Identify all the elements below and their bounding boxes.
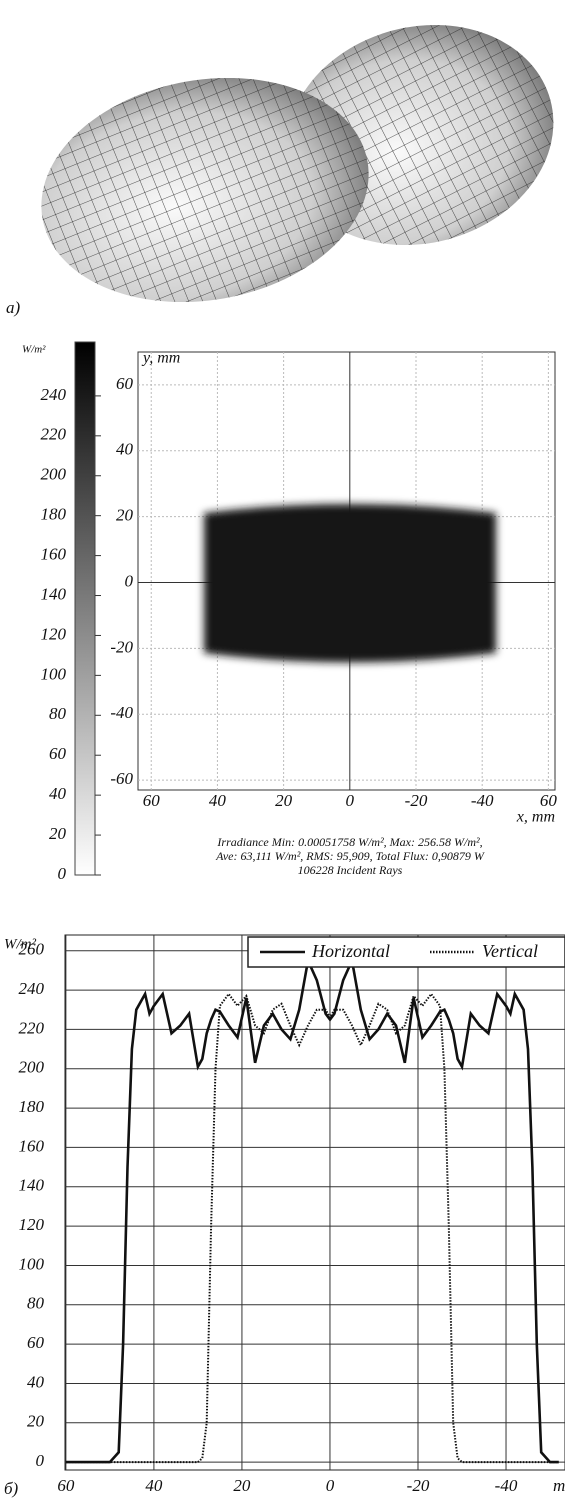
colorbar <box>74 341 96 876</box>
irradiance-spot <box>204 504 496 663</box>
colorbar-tick-label: 120 <box>41 624 67 643</box>
y-tick-label: 100 <box>19 1254 45 1273</box>
plot-frame <box>64 934 565 1471</box>
y-tick-label: 160 <box>19 1136 45 1155</box>
y-tick-label: 40 <box>116 440 134 459</box>
y-tick-label: -20 <box>110 637 133 656</box>
colorbar-tick-label: 200 <box>41 465 67 484</box>
y-axis-label: y, mm <box>141 350 180 367</box>
3d-shape <box>41 24 554 303</box>
y-tick-label: 20 <box>27 1412 45 1431</box>
y-tick-label: 80 <box>27 1294 45 1313</box>
colorbar-tick-label: 0 <box>58 864 67 883</box>
y-axis-label: W/m² <box>4 936 36 952</box>
colorbar-tick-label: 160 <box>41 545 67 564</box>
x-tick-label: -40 <box>471 791 494 810</box>
colorbar-tick-label: 140 <box>41 584 67 603</box>
colorbar-tick-label: 220 <box>41 425 67 444</box>
x-tick-label: 20 <box>233 1476 251 1495</box>
y-tick-label: 180 <box>19 1097 45 1116</box>
colorbar-tick-label: 100 <box>41 664 67 683</box>
colorbar-tick-label: 40 <box>49 784 67 803</box>
y-tick-label: 140 <box>19 1176 45 1195</box>
series-line <box>65 956 559 1464</box>
x-axis-label: x, mm <box>516 809 555 826</box>
panel-label: a) <box>6 298 21 317</box>
y-tick-label: 200 <box>19 1058 45 1077</box>
x-tick-label: 40 <box>209 791 227 810</box>
caption-line: 106228 Incident Rays <box>298 863 403 877</box>
x-tick-label: 0 <box>326 1476 335 1495</box>
x-tick-label: -20 <box>405 791 428 810</box>
x-tick-label: -40 <box>495 1476 518 1495</box>
x-tick-label: 60 <box>143 791 161 810</box>
y-tick-label: -60 <box>110 769 133 788</box>
caption-line: Ave: 63,111 W/m², RMS: 95,909, Total Flu… <box>215 849 485 863</box>
y-tick-label: 120 <box>19 1215 45 1234</box>
y-tick-label: 60 <box>27 1333 45 1352</box>
x-tick-label: 0 <box>346 791 355 810</box>
y-tick-label: 240 <box>19 979 45 998</box>
y-tick-label: 0 <box>125 571 134 590</box>
y-tick-label: 20 <box>116 506 134 525</box>
series-line <box>65 992 559 1464</box>
legend-label: Horizontal <box>311 941 390 961</box>
y-tick-label: 260 <box>19 940 45 959</box>
x-tick-label: -20 <box>407 1476 430 1495</box>
x-tick-label: 40 <box>145 1476 163 1495</box>
panel-label: б) <box>4 1479 19 1498</box>
colorbar-tick-label: 180 <box>41 505 67 524</box>
y-tick-label: -40 <box>110 703 133 722</box>
legend-label: Vertical <box>482 941 538 961</box>
colorbar-tick-label: 80 <box>49 704 67 723</box>
colorbar-label: W/m² <box>22 344 46 356</box>
colorbar-tick-label: 20 <box>49 824 67 843</box>
x-tick-label: 60 <box>57 1476 75 1495</box>
x-tick-label: 60 <box>540 791 558 810</box>
y-tick-label: 220 <box>19 1018 45 1037</box>
y-tick-label: 0 <box>36 1451 45 1470</box>
y-tick-label: 60 <box>116 374 134 393</box>
x-tick-label: 20 <box>275 791 293 810</box>
colorbar-tick-label: 240 <box>41 385 67 404</box>
caption-line: Irradiance Min: 0.00051758 W/m², Max: 25… <box>216 835 482 849</box>
y-tick-label: 40 <box>27 1372 45 1391</box>
colorbar-tick-label: 60 <box>49 744 67 763</box>
x-axis-label: m <box>553 1476 565 1495</box>
